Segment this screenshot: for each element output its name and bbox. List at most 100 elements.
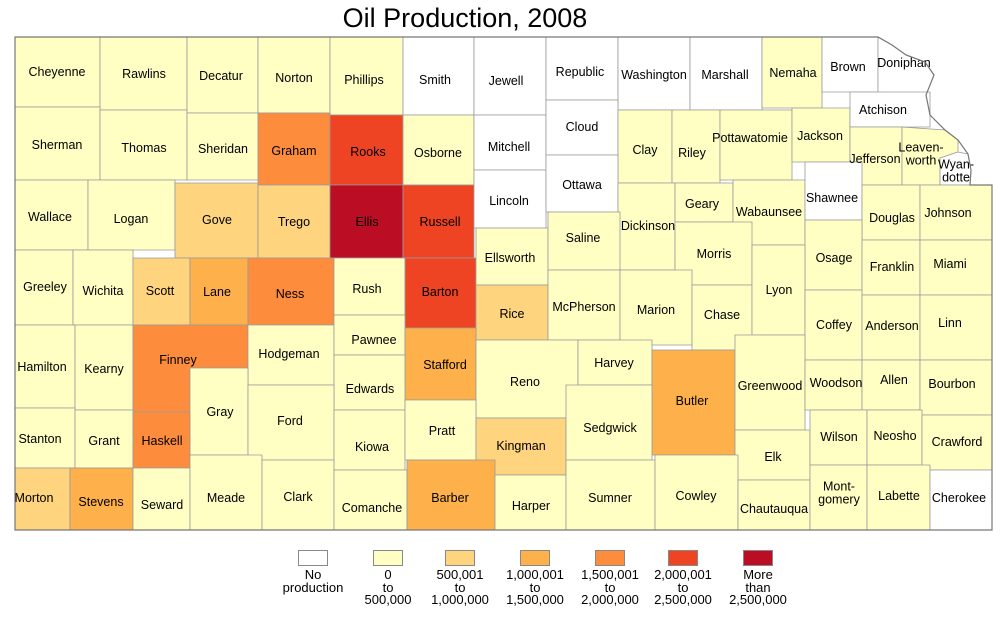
county-label-kingman: Kingman — [496, 439, 545, 453]
county-label-mcpherson: McPherson — [552, 300, 615, 314]
county-label-anderson: Anderson — [865, 319, 919, 333]
county-label-geary: Geary — [685, 197, 720, 211]
county-label-clark: Clark — [283, 490, 313, 504]
legend-swatch-c5 — [668, 550, 698, 566]
county-label-grant: Grant — [88, 434, 120, 448]
county-label-clay: Clay — [632, 143, 658, 157]
county-label-chase: Chase — [704, 308, 740, 322]
county-label-montgomery: Mont-gomery — [818, 480, 860, 507]
county-label-stevens: Stevens — [78, 495, 123, 509]
county-label-rawlins: Rawlins — [122, 67, 166, 81]
county-label-mitchell: Mitchell — [488, 140, 530, 154]
county-label-crawford: Crawford — [932, 435, 983, 449]
legend-label-c3: 1,000,001 to 1,500,000 — [485, 567, 585, 607]
county-label-greenwood: Greenwood — [738, 379, 803, 393]
county-label-cheyenne: Cheyenne — [29, 65, 86, 79]
county-label-lincoln: Lincoln — [489, 194, 529, 208]
county-label-barton: Barton — [422, 285, 459, 299]
legend-label-c1: 0 to 500,000 — [338, 568, 438, 607]
county-label-meade: Meade — [207, 491, 245, 505]
legend-label-line: No — [304, 567, 322, 582]
county-label-rush: Rush — [352, 282, 381, 296]
county-label-finney: Finney — [159, 353, 197, 367]
county-label-lane: Lane — [203, 285, 231, 299]
state-outline — [14, 36, 993, 531]
county-label-cherokee: Cherokee — [932, 491, 986, 505]
legend-label-line: 2,000,001 — [654, 567, 712, 582]
county-label-wyandotte: Wyan-dotte — [938, 158, 974, 185]
county-label-coffey: Coffey — [816, 318, 853, 332]
county-label-hamilton: Hamilton — [17, 360, 66, 374]
legend-swatch-c6 — [743, 550, 773, 566]
county-label-hodgeman: Hodgeman — [258, 347, 319, 361]
county-label-ellis: Ellis — [356, 215, 379, 229]
county-label-seward: Seward — [141, 498, 183, 512]
county-label-osage: Osage — [816, 251, 853, 265]
county-label-woodson: Woodson — [810, 376, 863, 390]
county-label-thomas: Thomas — [121, 141, 166, 155]
county-label-wichita: Wichita — [83, 284, 124, 298]
legend-label-line: 500,000 — [364, 592, 412, 607]
county-label-rice: Rice — [499, 307, 524, 321]
county-label-wabaunsee: Wabaunsee — [736, 205, 802, 219]
county-label-marshall: Marshall — [701, 68, 748, 82]
county-label-saline: Saline — [566, 231, 601, 245]
county-label-marion: Marion — [637, 303, 675, 317]
county-label-morton: Morton — [15, 491, 54, 505]
county-label-dickinson: Dickinson — [621, 219, 675, 233]
county-label-riley: Riley — [678, 146, 707, 160]
county-label-leavenworth: Leaven-worth — [898, 141, 943, 168]
county-label-linn: Linn — [938, 316, 962, 330]
legend-label-line: to — [454, 579, 466, 595]
county-label-jefferson: Jefferson — [849, 152, 900, 166]
legend-label-line: 2,000,000 — [581, 592, 639, 607]
county-label-labette: Labette — [878, 489, 920, 503]
legend-label-line: 1,500,001 — [581, 567, 639, 582]
county-label-gray: Gray — [206, 405, 234, 419]
county-label-stanton: Stanton — [18, 432, 61, 446]
legend-label-line: 2,500,000 — [729, 592, 787, 607]
county-label-shawnee: Shawnee — [806, 191, 858, 205]
legend-label-line: than — [745, 579, 771, 595]
county-comanche — [333, 469, 408, 531]
legend-label-line: 1,000,000 — [431, 592, 489, 607]
county-label-ford: Ford — [277, 414, 303, 428]
county-label-neosho: Neosho — [873, 429, 916, 443]
legend-label-line: to — [529, 579, 541, 595]
county-label-johnson: Johnson — [924, 206, 971, 220]
county-label-ness: Ness — [276, 287, 304, 301]
county-label-butler: Butler — [676, 394, 709, 408]
county-label-washington: Washington — [621, 68, 687, 82]
county-label-gove: Gove — [202, 213, 232, 227]
county-label-barber: Barber — [431, 491, 469, 505]
county-label-jackson: Jackson — [797, 129, 843, 143]
county-label-comanche: Comanche — [342, 501, 402, 515]
county-label-greeley: Greeley — [23, 280, 68, 294]
county-label-harvey: Harvey — [594, 356, 634, 370]
legend-label-c2: 500,001 to 1,000,000 — [410, 568, 510, 607]
county-label-nemaha: Nemaha — [769, 66, 816, 80]
county-label-stafford: Stafford — [423, 358, 467, 372]
county-label-haskell: Haskell — [142, 434, 183, 448]
county-label-trego: Trego — [278, 215, 310, 229]
county-label-pottawatomie: Pottawatomie — [712, 131, 788, 145]
county-label-sheridan: Sheridan — [198, 142, 248, 156]
county-label-phillips: Phillips — [344, 73, 384, 87]
county-label-kiowa: Kiowa — [355, 440, 389, 454]
legend-label-line: 1,000,001 — [506, 567, 564, 582]
county-label-miami: Miami — [933, 257, 966, 271]
county-label-sherman: Sherman — [32, 138, 83, 152]
county-label-sedgwick: Sedgwick — [583, 421, 637, 435]
county-atchison — [849, 91, 931, 128]
county-label-reno: Reno — [510, 375, 540, 389]
legend-label-c5: 2,000,001 to 2,500,000 — [633, 567, 733, 607]
county-label-graham: Graham — [271, 144, 316, 158]
legend-label-line: 2,500,000 — [654, 592, 712, 607]
county-label-chautauqua: Chautauqua — [740, 502, 808, 516]
legend-label-c4: 1,500,001 to 2,000,000 — [560, 567, 660, 607]
county-label-morris: Morris — [697, 247, 732, 261]
county-label-decatur: Decatur — [199, 69, 243, 83]
county-label-harper: Harper — [512, 499, 550, 513]
county-label-scott: Scott — [146, 284, 175, 298]
